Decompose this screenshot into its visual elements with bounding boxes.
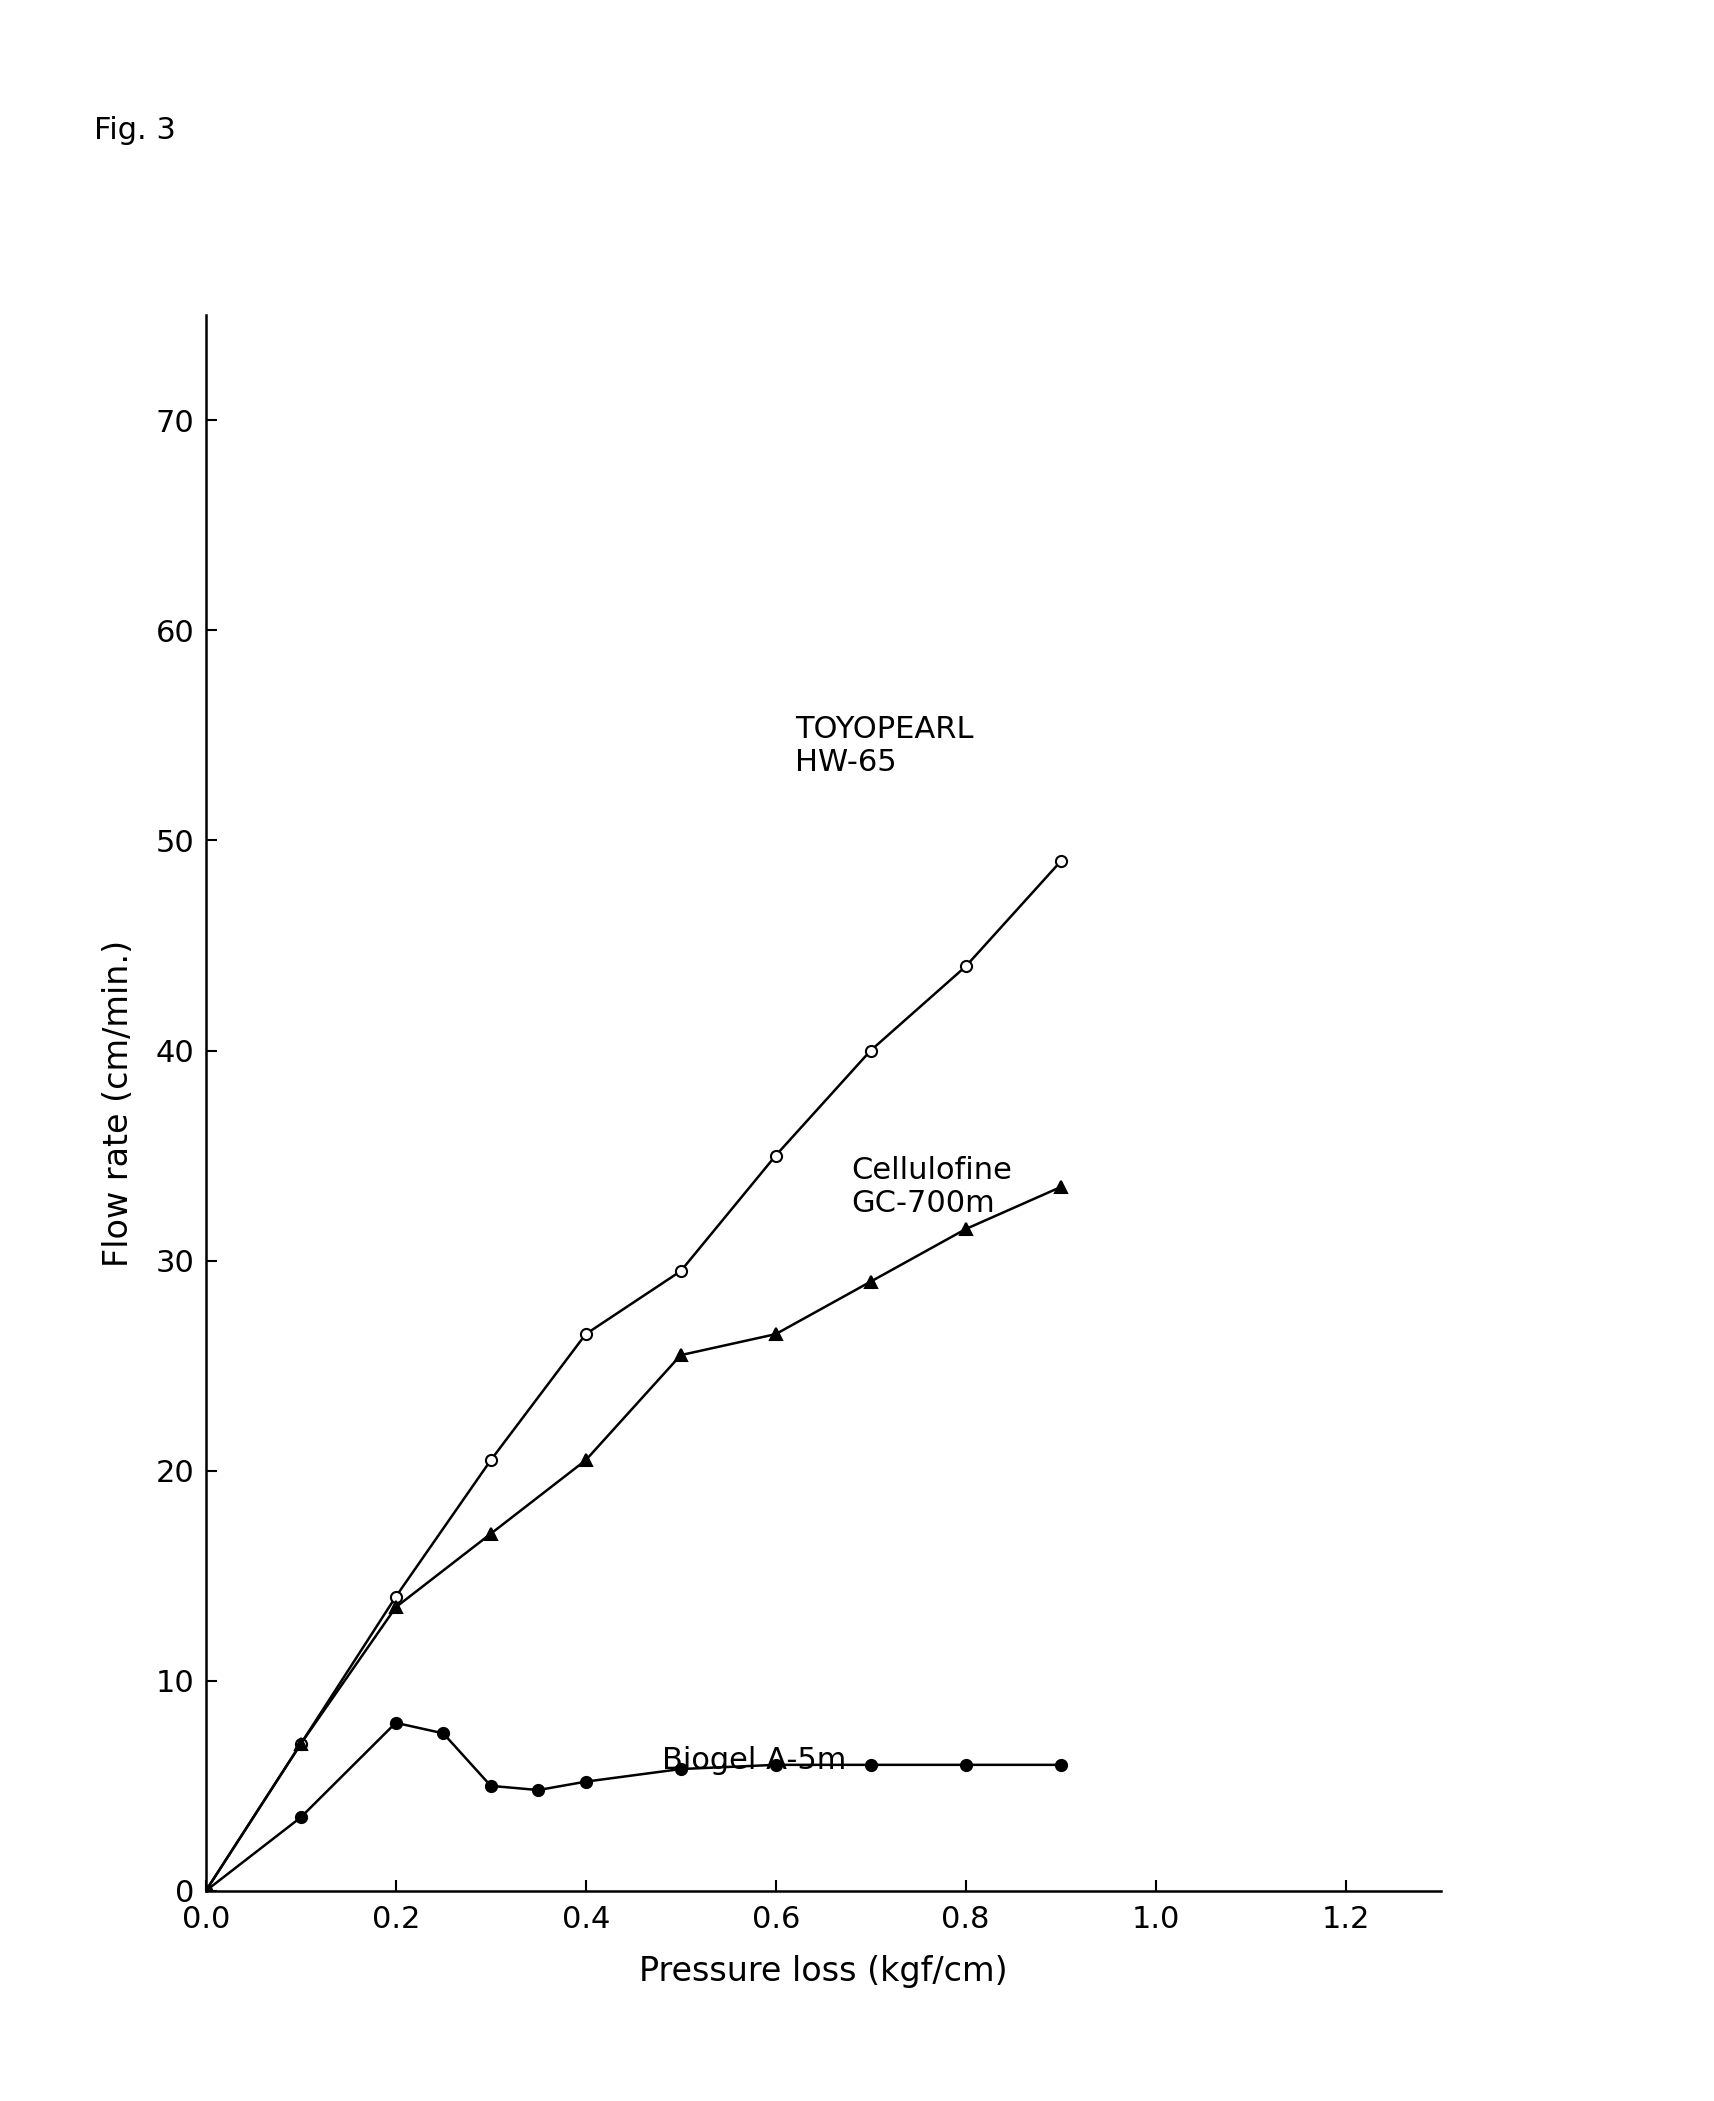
Text: Cellulofine
GC-700m: Cellulofine GC-700m — [852, 1156, 1011, 1219]
Text: Fig. 3: Fig. 3 — [94, 116, 177, 145]
Text: Biogel A-5m: Biogel A-5m — [662, 1746, 845, 1775]
Y-axis label: Flow rate (cm/min.): Flow rate (cm/min.) — [101, 939, 135, 1267]
X-axis label: Pressure loss (kgf/cm): Pressure loss (kgf/cm) — [639, 1954, 1006, 1988]
Text: TOYOPEARL
HW-65: TOYOPEARL HW-65 — [794, 714, 972, 777]
